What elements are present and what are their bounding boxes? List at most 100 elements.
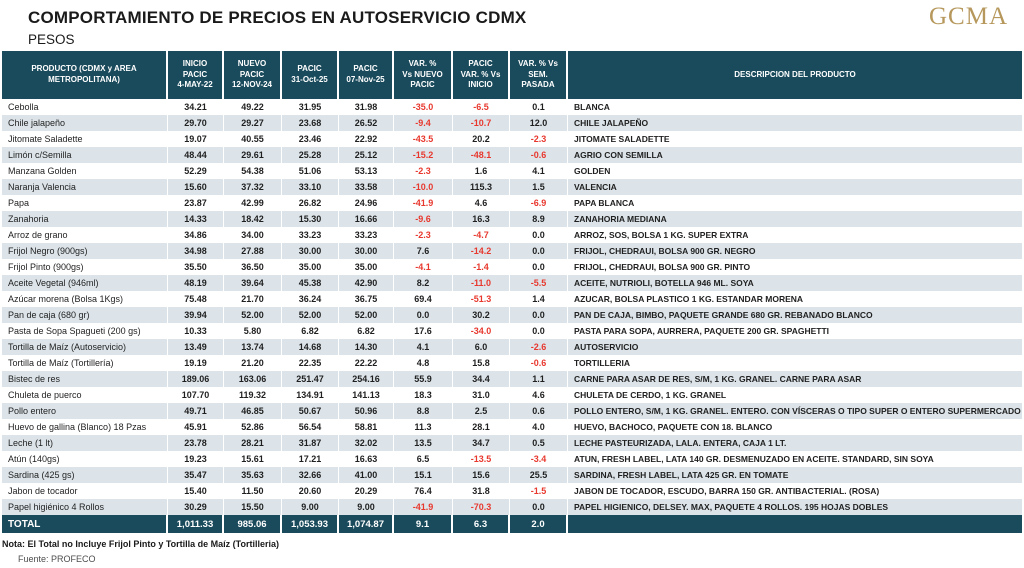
- value-cell: 48.44: [168, 147, 224, 163]
- value-cell: -2.3: [394, 163, 453, 179]
- value-cell: 52.00: [224, 307, 282, 323]
- value-cell: 20.60: [282, 483, 339, 499]
- table-row: Leche (1 lt) 23.78 28.21 31.87 32.02 13.5 34.7…: [2, 435, 1022, 451]
- value-cell: 4.6: [453, 195, 510, 211]
- description-cell: AGRIO CON SEMILLA: [574, 150, 663, 160]
- product-cell: Aceite Vegetal (946ml): [2, 275, 168, 291]
- value-cell: 29.27: [224, 115, 282, 131]
- description-cell: PAPA BLANCA: [574, 198, 635, 208]
- value-cell: 23.87: [168, 195, 224, 211]
- table-body: Cebolla 34.21 49.22 31.95 31.98 -35.0 -6.5 0.1 B…: [2, 99, 1022, 515]
- description-cell: GOLDEN: [574, 166, 611, 176]
- value-cell: 254.16: [339, 371, 394, 387]
- value-cell: 30.2: [453, 307, 510, 323]
- description-cell: VALENCIA: [574, 182, 617, 192]
- value-cell: 49.22: [224, 99, 282, 115]
- value-cell: 50.67: [282, 403, 339, 419]
- value-cell: 163.06: [224, 371, 282, 387]
- table-header: PRODUCTO (CDMX y AREA METROPOLITANA) INI…: [2, 51, 1022, 99]
- value-cell: 15.1: [394, 467, 453, 483]
- value-cell: 31.95: [282, 99, 339, 115]
- value-cell: 4.6: [510, 387, 568, 403]
- value-cell: 33.23: [339, 227, 394, 243]
- description-cell: PAN DE CAJA, BIMBO, PAQUETE GRANDE 680 G…: [574, 310, 873, 320]
- value-cell: 52.00: [339, 307, 394, 323]
- value-cell: 52.29: [168, 163, 224, 179]
- value-cell: 119.32: [224, 387, 282, 403]
- table-row: Bistec de res 189.06 163.06 251.47 254.16 55.…: [2, 371, 1022, 387]
- table-row: Naranja Valencia 15.60 37.32 33.10 33.58 -10.…: [2, 179, 1022, 195]
- col-header-producto: PRODUCTO (CDMX y AREA METROPOLITANA): [2, 51, 168, 99]
- units-label: PESOS: [28, 32, 75, 47]
- product-cell: Zanahoria: [2, 211, 168, 227]
- value-cell: 16.63: [339, 451, 394, 467]
- col-header-var-vs-inicio: PACIC VAR. % Vs INICIO: [453, 51, 510, 99]
- product-cell: Bistec de res: [2, 371, 168, 387]
- table-row: Frijol Pinto (900gs) 35.50 36.50 35.00 35.00…: [2, 259, 1022, 275]
- product-cell: Pan de caja (680 gr): [2, 307, 168, 323]
- value-cell: -4.1: [394, 259, 453, 275]
- value-cell: 0.1: [510, 99, 568, 115]
- value-cell: -14.2: [453, 243, 510, 259]
- value-cell: 14.68: [282, 339, 339, 355]
- value-cell: 52.00: [282, 307, 339, 323]
- product-cell: Chuleta de puerco: [2, 387, 168, 403]
- description-cell: AUTOSERVICIO: [574, 342, 639, 352]
- footer-source: Fuente: PROFECO: [18, 554, 96, 564]
- product-cell: Frijol Pinto (900gs): [2, 259, 168, 275]
- product-cell: Jabon de tocador: [2, 483, 168, 499]
- value-cell: -2.3: [394, 227, 453, 243]
- value-cell: 30.29: [168, 499, 224, 515]
- value-cell: 189.06: [168, 371, 224, 387]
- value-cell: 55.9: [394, 371, 453, 387]
- col-header-pacic-07nov: PACIC 07-Nov-25: [339, 51, 394, 99]
- value-cell: 6.82: [339, 323, 394, 339]
- value-cell: 24.96: [339, 195, 394, 211]
- value-cell: 11.50: [224, 483, 282, 499]
- value-cell: 11.3: [394, 419, 453, 435]
- product-cell: Pollo entero: [2, 403, 168, 419]
- value-cell: 23.78: [168, 435, 224, 451]
- value-cell: 52.86: [224, 419, 282, 435]
- value-cell: 4.1: [510, 163, 568, 179]
- value-cell: 141.13: [339, 387, 394, 403]
- value-cell: 36.24: [282, 291, 339, 307]
- table-row: Pasta de Sopa Spagueti (200 gs) 10.33 5.80…: [2, 323, 1022, 339]
- value-cell: -2.6: [510, 339, 568, 355]
- col-header-descripcion: DESCRIPCION DEL PRODUCTO: [734, 69, 856, 79]
- value-cell: 12.0: [510, 115, 568, 131]
- table-row: Huevo de gallina (Blanco) 18 Pzas 45.91 52…: [2, 419, 1022, 435]
- value-cell: 0.6: [510, 403, 568, 419]
- value-cell: 34.98: [168, 243, 224, 259]
- total-value-cell: 1,053.93: [282, 515, 339, 533]
- value-cell: 17.21: [282, 451, 339, 467]
- total-value-cell: 6.3: [453, 515, 510, 533]
- value-cell: 9.00: [339, 499, 394, 515]
- value-cell: -5.5: [510, 275, 568, 291]
- value-cell: 6.0: [453, 339, 510, 355]
- value-cell: -6.9: [510, 195, 568, 211]
- value-cell: 26.82: [282, 195, 339, 211]
- value-cell: 30.00: [339, 243, 394, 259]
- product-cell: Sardina (425 gs): [2, 467, 168, 483]
- description-cell: CARNE PARA ASAR DE RES, S/M, 1 KG. GRANE…: [574, 374, 862, 384]
- value-cell: 1.1: [510, 371, 568, 387]
- value-cell: 15.50: [224, 499, 282, 515]
- value-cell: 0.5: [510, 435, 568, 451]
- value-cell: 1.4: [510, 291, 568, 307]
- value-cell: 6.82: [282, 323, 339, 339]
- value-cell: 6.5: [394, 451, 453, 467]
- value-cell: 18.42: [224, 211, 282, 227]
- value-cell: 18.3: [394, 387, 453, 403]
- product-cell: Arroz de grano: [2, 227, 168, 243]
- value-cell: 13.49: [168, 339, 224, 355]
- product-cell: Cebolla: [2, 99, 168, 115]
- value-cell: 21.70: [224, 291, 282, 307]
- value-cell: -43.5: [394, 131, 453, 147]
- value-cell: 56.54: [282, 419, 339, 435]
- value-cell: 50.96: [339, 403, 394, 419]
- value-cell: 32.02: [339, 435, 394, 451]
- table-row: Arroz de grano 34.86 34.00 33.23 33.23 -2.3 -4…: [2, 227, 1022, 243]
- value-cell: -41.9: [394, 499, 453, 515]
- table-row: Pollo entero 49.71 46.85 50.67 50.96 8.8 2.5 0.…: [2, 403, 1022, 419]
